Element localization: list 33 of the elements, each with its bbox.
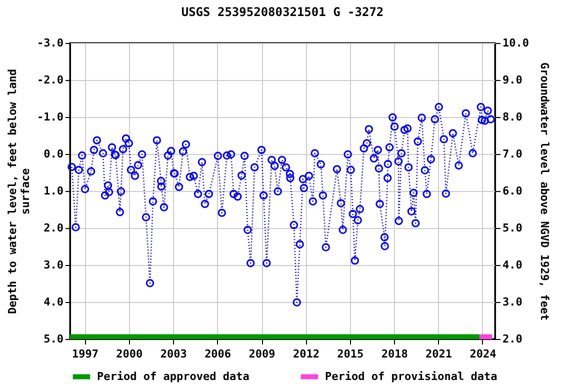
y2-tick-label: 4.0 xyxy=(502,258,522,272)
y2-tick-label: 6.0 xyxy=(502,184,522,198)
y-tick-label: 2.0 xyxy=(44,222,64,234)
y-axis-title: Depth to water level, feet below land surface xyxy=(6,68,32,314)
y-tick-label: 0.0 xyxy=(44,148,64,160)
y-tick-label: 5.0 xyxy=(44,332,64,346)
legend-label: Period of approved data xyxy=(97,370,250,383)
y2-tick-label: 5.0 xyxy=(502,222,522,234)
x-tick-label: 2018 xyxy=(381,348,408,360)
x-tick-label: 1997 xyxy=(72,348,98,360)
y2-tick-label: 9.0 xyxy=(502,74,522,86)
x-tick-label: 2012 xyxy=(292,348,320,360)
y2-tick-label: 7.0 xyxy=(502,148,522,160)
x-tick-label: 2024 xyxy=(470,348,497,360)
x-tick-label: 2009 xyxy=(248,348,276,360)
y-tick-label: 3.0 xyxy=(44,258,64,272)
y-tick-label: -1.0 xyxy=(37,110,64,124)
y2-tick-label: 2.0 xyxy=(502,332,522,346)
y-tick-label: 4.0 xyxy=(44,296,64,308)
chart-title: USGS 253952080321501 G -3272 xyxy=(181,5,384,19)
y-tick-label: -2.0 xyxy=(37,74,64,86)
legend-label: Period of provisional data xyxy=(325,370,498,383)
x-tick-label: 2015 xyxy=(337,348,364,360)
y-tick-label: 1.0 xyxy=(44,184,64,198)
x-tick-label: 2006 xyxy=(204,348,232,360)
x-tick-label: 2021 xyxy=(426,348,452,360)
x-tick-label: 2003 xyxy=(160,348,187,360)
y-tick-label: -3.0 xyxy=(37,36,64,50)
y2-axis-title: Groundwater level above NGVD 1929, feet xyxy=(538,62,551,321)
y2-tick-label: 8.0 xyxy=(502,110,522,124)
y2-tick-label: 3.0 xyxy=(502,296,522,308)
y2-tick-label: 10.0 xyxy=(502,36,529,50)
x-tick-label: 2000 xyxy=(116,348,143,360)
